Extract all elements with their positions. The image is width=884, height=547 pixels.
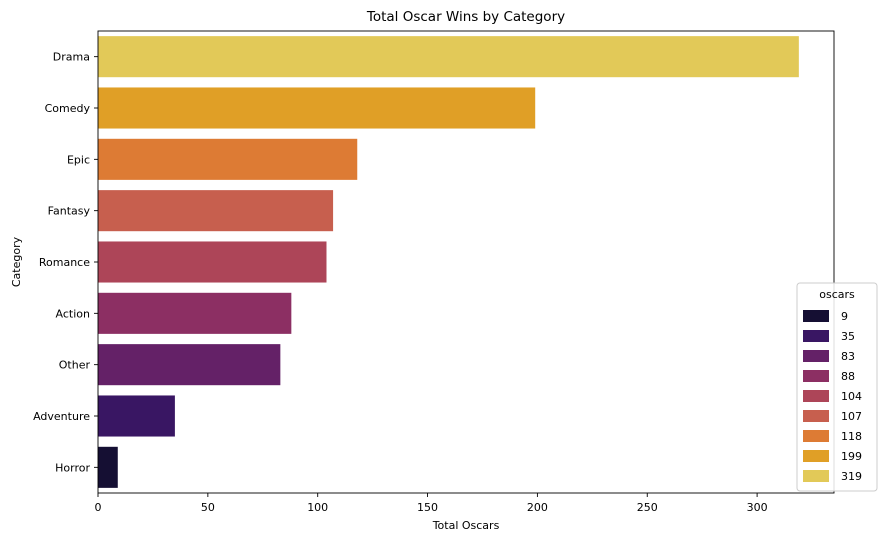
legend-swatch — [803, 430, 829, 442]
legend-label: 88 — [841, 370, 855, 383]
bar-horror — [98, 446, 118, 488]
legend-label: 199 — [841, 450, 862, 463]
bar-comedy — [98, 87, 536, 129]
x-tick-label: 50 — [201, 501, 215, 514]
legend-label: 118 — [841, 430, 862, 443]
legend-label: 319 — [841, 470, 862, 483]
legend-label: 9 — [841, 310, 848, 323]
legend-swatch — [803, 410, 829, 422]
legend-title: oscars — [819, 288, 855, 301]
legend-swatch — [803, 450, 829, 462]
legend-label: 104 — [841, 390, 862, 403]
y-tick-label: Epic — [67, 153, 90, 166]
legend-label: 35 — [841, 330, 855, 343]
x-axis: 0 50 100 150 200 250 300 — [95, 493, 768, 514]
legend-label: 107 — [841, 410, 862, 423]
y-tick-label: Fantasy — [48, 205, 91, 218]
y-tick-label: Action — [56, 307, 90, 320]
y-tick-label: Drama — [53, 51, 90, 64]
x-tick-label: 200 — [527, 501, 548, 514]
y-tick-label: Horror — [55, 461, 90, 474]
legend: oscars 9 35 83 88 104 107 118 199 319 — [796, 282, 878, 492]
x-tick-label: 300 — [747, 501, 768, 514]
y-tick-label: Adventure — [33, 410, 90, 423]
legend-swatch — [803, 310, 829, 322]
bar-fantasy — [98, 190, 334, 232]
x-tick-label: 250 — [637, 501, 658, 514]
legend-swatch — [803, 350, 829, 362]
bar-drama — [98, 36, 799, 78]
legend-swatch — [803, 370, 829, 382]
bar-romance — [98, 241, 327, 283]
x-tick-label: 100 — [307, 501, 328, 514]
x-tick-label: 150 — [417, 501, 438, 514]
bar-other — [98, 344, 281, 386]
y-axis: Drama Comedy Epic Fantasy Romance Action Other… — [33, 51, 98, 474]
legend-label: 83 — [841, 350, 855, 363]
legend-swatch — [803, 390, 829, 402]
y-tick-label: Other — [59, 359, 91, 372]
chart-title: Total Oscar Wins by Category — [366, 9, 565, 25]
bar-adventure — [98, 395, 175, 437]
x-tick-label: 0 — [95, 501, 102, 514]
legend-swatch — [803, 470, 829, 482]
bar-epic — [98, 138, 358, 180]
legend-swatch — [803, 330, 829, 342]
y-axis-label: Category — [10, 236, 23, 287]
bars-group — [98, 36, 799, 488]
y-tick-label: Romance — [39, 256, 90, 269]
bar-action — [98, 292, 292, 334]
x-axis-label: Total Oscars — [432, 519, 500, 532]
y-tick-label: Comedy — [45, 102, 91, 115]
